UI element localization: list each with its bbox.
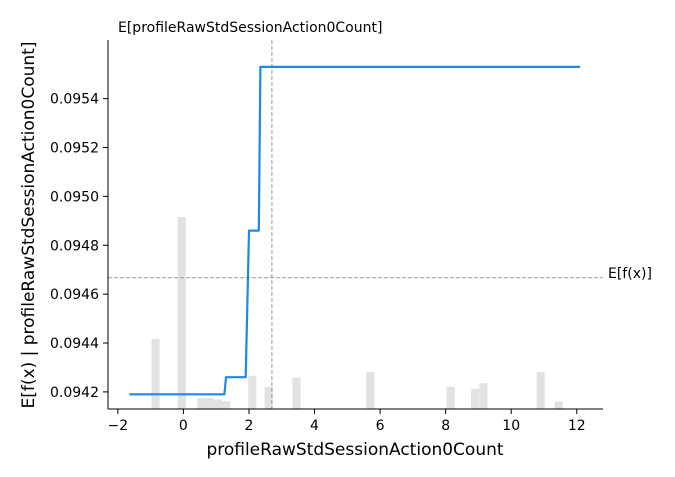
y-tick-label: 0.0950 [50,189,99,205]
y-tick-label: 0.0948 [50,238,99,254]
x-axis-title: profileRawStdSessionAction0Count [206,440,503,460]
y-tick-label: 0.0946 [50,287,99,303]
histogram-layer [151,217,563,409]
y-tick-label: 0.0944 [50,336,99,352]
vertical-reference-label: E[profileRawStdSessionAction0Count] [118,20,382,36]
x-tick-label: 8 [441,418,450,434]
histogram-bar [536,372,545,409]
histogram-bar [264,386,273,409]
y-tick-label: 0.0942 [50,385,99,401]
histogram-bar [366,372,375,409]
x-tick-label: 2 [244,418,253,434]
axes [107,40,603,410]
reference-lines [108,40,603,409]
histogram-bar [248,375,257,409]
y-tick-label: 0.0952 [50,141,99,157]
histogram-bar [213,399,222,409]
y-tick-label: 0.0954 [50,92,99,108]
partial-dependence-line [129,65,581,396]
x-tick-label: 0 [179,418,188,434]
x-tick-label: 6 [376,418,385,434]
histogram-bar [151,338,160,409]
y-axis-title: E[f(x) | profileRawStdSessionAction0Coun… [19,42,39,409]
x-tick-label: −2 [108,418,129,434]
histogram-bar [554,401,563,409]
x-tick-label: 10 [502,418,520,434]
histogram-bar [197,397,206,409]
x-tick-label: 12 [568,418,586,434]
histogram-bar [292,377,301,409]
series-layer [129,65,581,396]
histogram-bar [446,386,455,409]
histogram-bar [205,397,214,409]
histogram-bar [471,388,480,409]
horizontal-reference-label: E[f(x)] [608,266,652,282]
histogram-bar [177,217,186,409]
x-tick-label: 4 [310,418,319,434]
histogram-bar [479,383,488,409]
ticks: −2 0 2 4 6 8 10 12 0.0942 0.0944 0.0946 0.0948 0.095… [50,92,586,434]
histogram-bar [221,401,231,409]
